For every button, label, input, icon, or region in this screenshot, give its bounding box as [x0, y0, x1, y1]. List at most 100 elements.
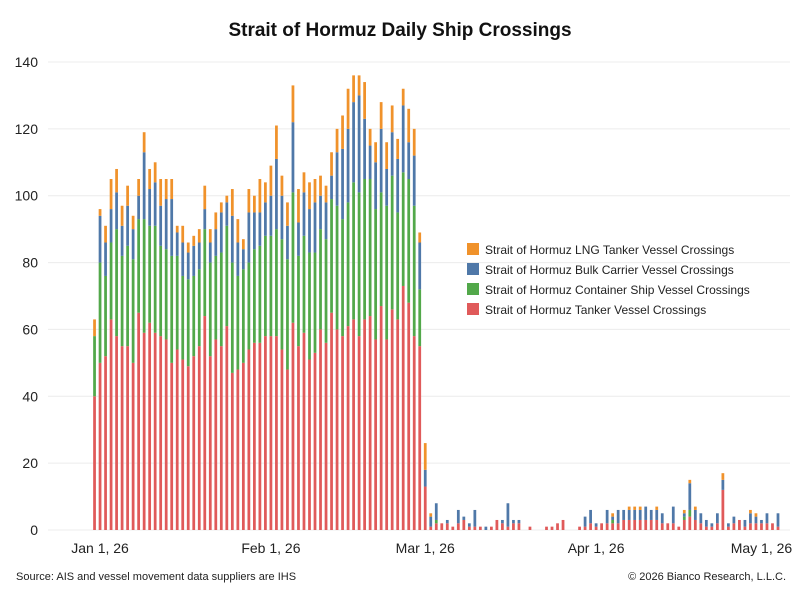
tanker-bar	[379, 306, 383, 530]
bulk-bar	[445, 519, 449, 524]
x-tick-label: Feb 1, 26	[241, 540, 300, 556]
tanker-bar	[396, 319, 400, 530]
container-bar	[313, 252, 317, 353]
container-bar	[368, 179, 372, 317]
bulk-bar	[715, 513, 719, 524]
bulk-bar	[186, 252, 190, 280]
container-bar	[330, 199, 333, 313]
y-tick-label: 20	[22, 455, 38, 471]
lng-bar	[197, 229, 201, 243]
y-tick-label: 80	[22, 255, 38, 271]
lng-bar	[137, 179, 141, 196]
tanker-bar	[330, 312, 333, 530]
bulk-bar	[324, 202, 328, 240]
tanker-bar	[732, 523, 736, 530]
lng-bar	[126, 185, 129, 206]
bulk-bar	[649, 509, 653, 520]
bulk-bar	[335, 152, 339, 206]
bulk-bar	[390, 132, 394, 176]
bulk-bar	[115, 192, 118, 230]
bulk-bar	[506, 503, 510, 527]
tanker-bar	[286, 369, 289, 530]
lng-bar	[390, 105, 394, 133]
tanker-bar	[214, 339, 218, 530]
lng-bar	[418, 232, 422, 243]
lng-bar	[225, 195, 229, 203]
lng-bar	[264, 182, 267, 203]
container-bar	[159, 245, 163, 337]
bulk-bar	[517, 519, 521, 524]
container-bar	[341, 219, 344, 337]
bulk-bar	[297, 222, 300, 256]
lng-bar	[379, 102, 383, 129]
tanker-bar	[126, 346, 129, 530]
container-bar	[142, 219, 146, 333]
tanker-bar	[467, 526, 471, 530]
lng-bar	[357, 75, 361, 96]
bulk-bar	[142, 152, 146, 220]
container-bar	[208, 262, 212, 357]
container-bar	[175, 255, 179, 350]
bulk-bar	[126, 205, 129, 246]
bulk-bar	[330, 175, 333, 200]
legend-swatch	[467, 263, 479, 275]
tanker-bar	[302, 332, 306, 530]
lng-bar	[142, 132, 146, 153]
tanker-bar	[721, 489, 725, 530]
container-bar	[286, 259, 289, 370]
bulk-bar	[473, 509, 477, 527]
bulk-bar	[98, 215, 102, 263]
tanker-bar	[208, 356, 212, 530]
tanker-bar	[760, 523, 763, 530]
bulk-bar	[401, 105, 405, 173]
lng-bar	[374, 142, 378, 163]
bulk-bar	[765, 513, 769, 524]
bulk-bar	[776, 513, 780, 527]
tanker-bar	[368, 316, 372, 530]
lng-bar	[115, 168, 118, 193]
tanker-bar	[561, 519, 565, 530]
container-bar	[324, 239, 328, 343]
tanker-bar	[434, 523, 438, 530]
tanker-bar	[666, 523, 670, 530]
lng-bar	[93, 319, 96, 337]
tanker-bar	[682, 519, 686, 530]
tanker-bar	[605, 523, 609, 530]
lng-bar	[627, 506, 631, 510]
bulk-bar	[633, 509, 637, 520]
tanker-bar	[578, 526, 581, 530]
tanker-bar	[241, 362, 245, 530]
container-bar	[93, 336, 96, 397]
bulk-bar	[622, 509, 626, 520]
container-bar	[357, 192, 361, 337]
bulk-bar	[638, 509, 642, 520]
bulk-bar	[258, 212, 262, 246]
lng-bar	[611, 513, 615, 517]
container-bar	[148, 225, 152, 323]
lng-bar	[175, 225, 179, 233]
bulk-bar	[181, 242, 185, 276]
tanker-bar	[545, 526, 548, 530]
lng-bar	[401, 88, 405, 106]
tanker-bar	[407, 302, 411, 530]
container-bar	[319, 229, 322, 330]
legend-label: Strait of Hormuz Tanker Vessel Crossings	[485, 303, 706, 317]
tanker-bar	[600, 523, 603, 530]
bulk-bar	[484, 526, 488, 530]
tanker-bar	[264, 336, 267, 530]
y-tick-label: 120	[15, 121, 39, 137]
tanker-bar	[230, 372, 234, 530]
bars	[93, 75, 780, 530]
bulk-bar	[374, 162, 378, 210]
tanker-bar	[660, 523, 664, 530]
tanker-bar	[324, 342, 328, 530]
lng-bar	[385, 142, 389, 169]
container-bar	[164, 249, 168, 340]
legend-label: Strait of Hormuz Bulk Carrier Vessel Cro…	[485, 263, 734, 277]
tanker-bar	[308, 359, 311, 530]
lng-bar	[302, 172, 306, 193]
container-bar	[253, 249, 256, 343]
container-bar	[335, 205, 339, 330]
bulk-bar	[512, 519, 515, 524]
container-bar	[137, 219, 141, 313]
